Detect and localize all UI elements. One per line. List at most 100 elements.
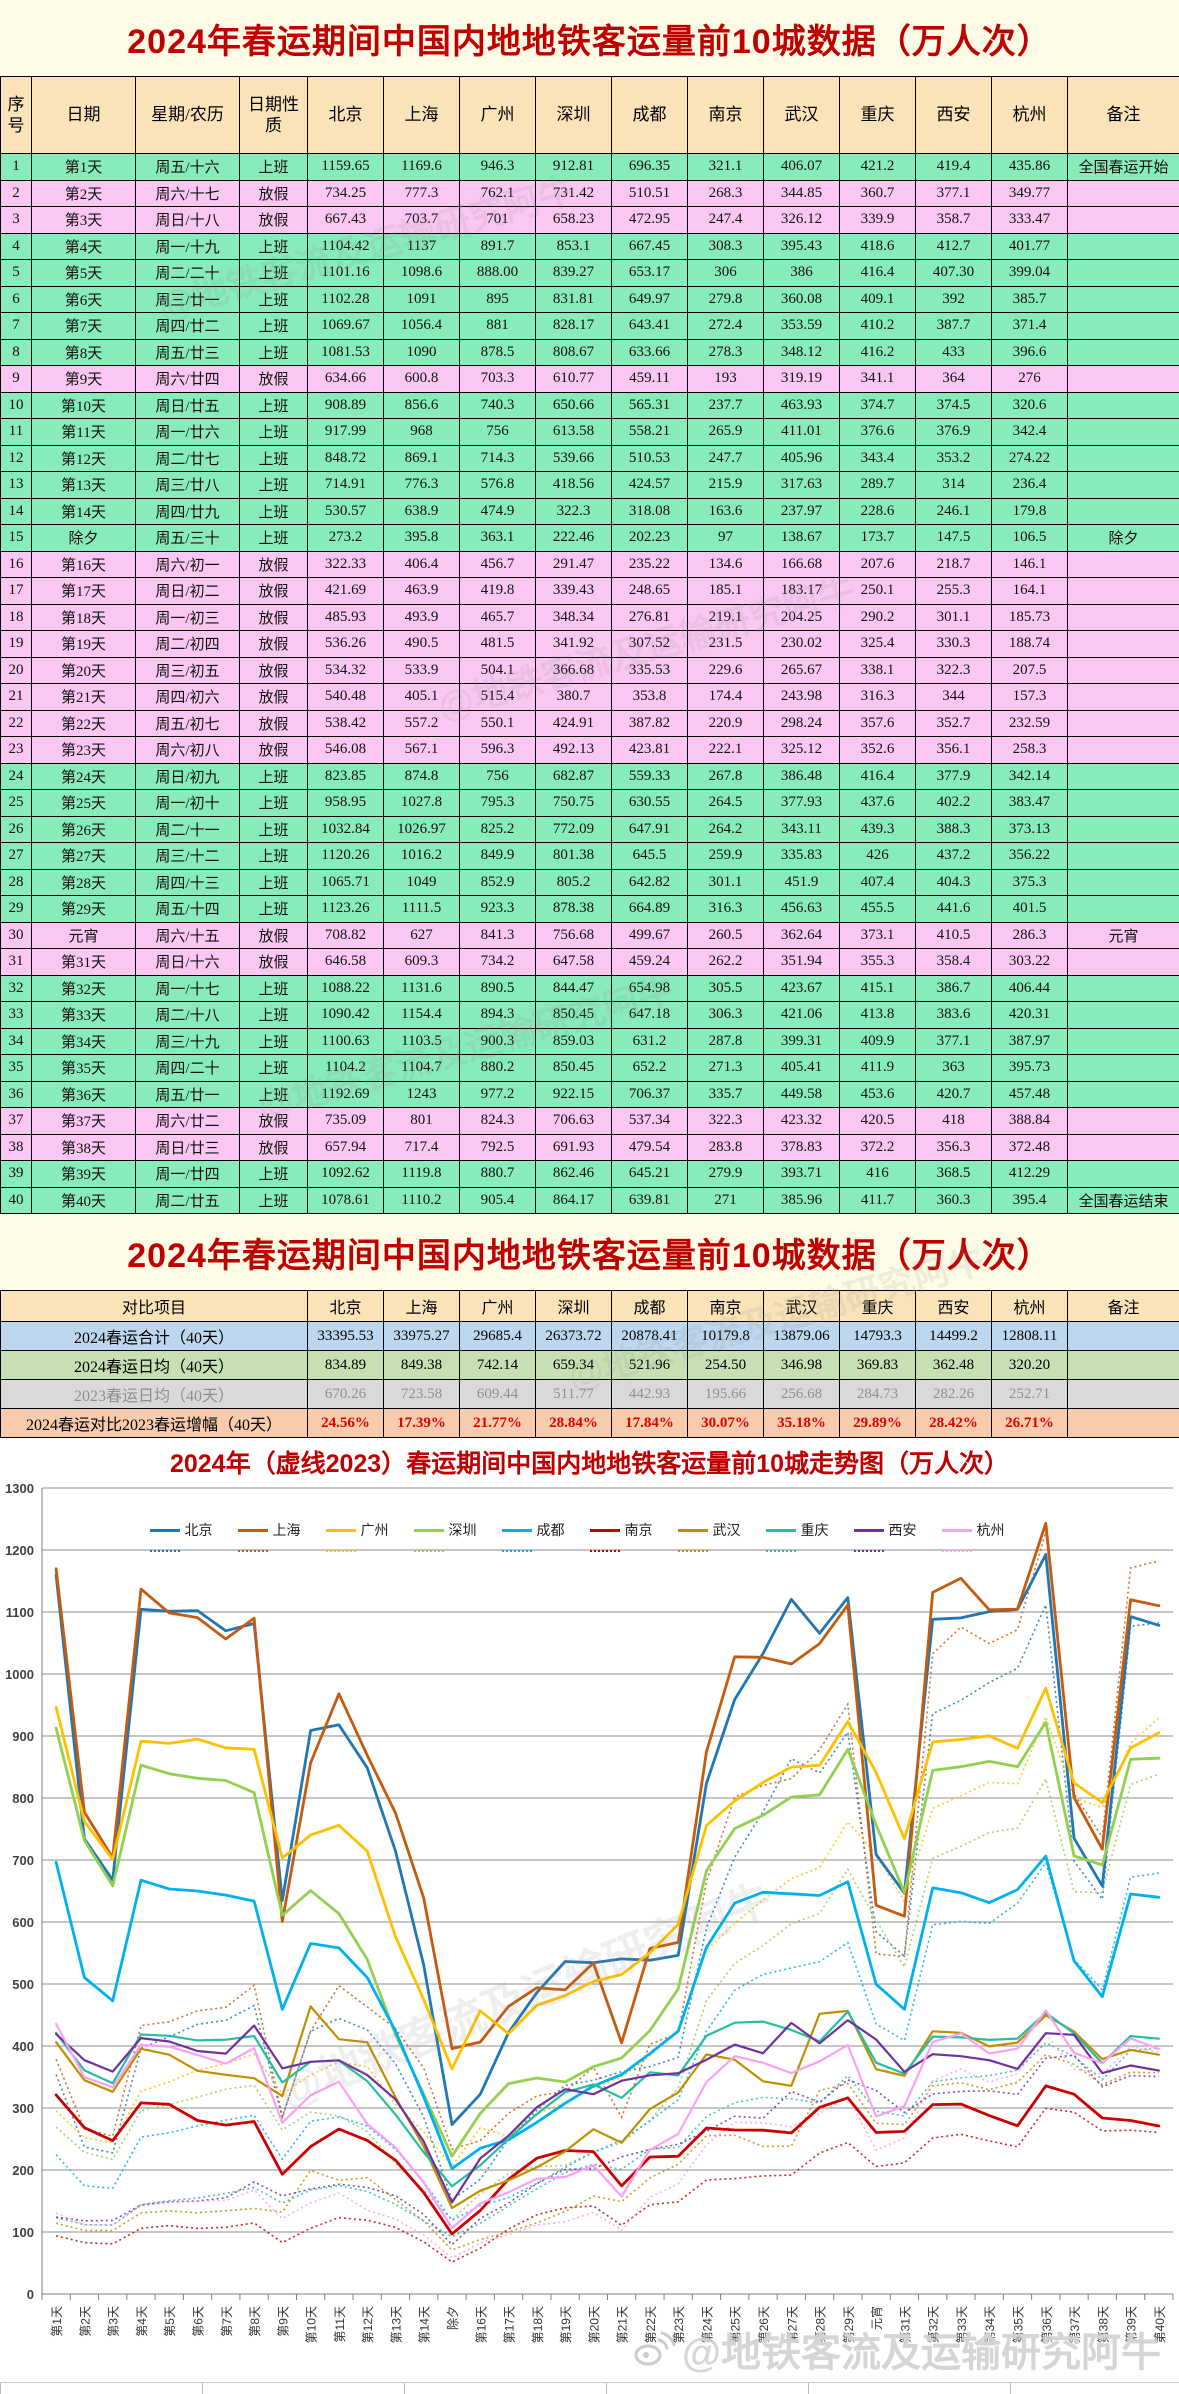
table-cell: 202.23 — [611, 524, 688, 552]
table-cell — [1067, 365, 1179, 393]
table-cell — [1067, 868, 1179, 896]
table-cell: 235.22 — [611, 550, 688, 578]
table-cell: 418.6 — [839, 232, 916, 260]
table-cell: 第13天 — [31, 471, 136, 499]
table-cell: 325.4 — [839, 630, 916, 658]
table-cell: 215.9 — [687, 471, 764, 499]
x-axis-tick-label: 第40天 — [1153, 2306, 1167, 2343]
table-cell — [1067, 789, 1179, 817]
table-cell: 第23天 — [31, 736, 136, 764]
column-header: 广州 — [459, 1290, 536, 1322]
table-cell: 周二/初四 — [135, 630, 240, 658]
table-row: 31 第31天 周日/十六 放假 646.58 609.3 734.2 647.58 459.2… — [0, 948, 1179, 976]
table-cell: 第27天 — [31, 842, 136, 870]
table-cell: 339.9 — [839, 206, 916, 234]
table-cell: 34 — [0, 1027, 32, 1055]
table-row: 5 第5天 周二/二十 上班 1101.16 1098.6 888.00 839.27 653.… — [0, 259, 1179, 287]
table-cell: 485.93 — [307, 603, 384, 631]
table-row: 13 第13天 周三/廿八 上班 714.91 776.3 576.8 418.56 424.5… — [0, 471, 1179, 499]
table-cell: 395.4 — [991, 1186, 1068, 1214]
summary-cell: 26373.72 — [535, 1321, 612, 1351]
table-cell: 上班 — [239, 762, 308, 790]
table-cell: 260.5 — [687, 921, 764, 949]
table-cell: 上班 — [239, 497, 308, 525]
table-cell: 353.8 — [611, 683, 688, 711]
table-cell: 409.1 — [839, 285, 916, 313]
table-cell — [1067, 1054, 1179, 1082]
table-cell: 353.59 — [763, 312, 840, 340]
page-title-2: 2024年春运期间中国内地地铁客运量前10城数据（万人次） — [127, 1236, 1052, 1275]
table-cell: 421.2 — [839, 153, 916, 181]
table-cell: 306 — [687, 259, 764, 287]
table-cell: 850.45 — [535, 1054, 612, 1082]
table-cell: 1032.84 — [307, 815, 384, 843]
table-cell — [1067, 497, 1179, 525]
table-row: 39 第39天 周一/廿四 上班 1092.62 1119.8 880.7 862.46 645… — [0, 1160, 1179, 1188]
table-cell: 900.3 — [459, 1027, 536, 1055]
table-cell: 869.1 — [383, 444, 460, 472]
table-cell: 周日/初二 — [135, 577, 240, 605]
table-cell: 27 — [0, 842, 32, 870]
table-cell: 第39天 — [31, 1160, 136, 1188]
x-axis-tick-label: 元宵 — [869, 2306, 884, 2330]
chart-title: 2024年（虚线2023）春运期间中国内地地铁客运量前10城走势图（万人次） — [169, 1450, 1010, 1478]
table-cell: 247.4 — [687, 206, 764, 234]
table-cell: 248.65 — [611, 577, 688, 605]
table-cell: 416.2 — [839, 338, 916, 366]
table-cell: 377.9 — [915, 762, 992, 790]
column-header: 杭州 — [991, 76, 1068, 154]
table-cell — [1067, 656, 1179, 684]
table-row: 22 第22天 周五/初七 放假 538.42 557.2 550.1 424.91 387.8… — [0, 709, 1179, 737]
column-header: 备注 — [1067, 1290, 1179, 1322]
table-cell — [1067, 709, 1179, 737]
table-cell: 306.3 — [687, 1001, 764, 1029]
table-cell: 481.5 — [459, 630, 536, 658]
column-header: 南京 — [687, 76, 764, 154]
table-cell: 放假 — [239, 683, 308, 711]
y-axis-tick-label: 600 — [12, 1915, 34, 1930]
table-row: 9 第9天 周六/廿四 放假 634.66 600.8 703.3 610.77 459.11 1… — [0, 365, 1179, 393]
column-header: 西安 — [915, 76, 992, 154]
column-header: 日期性质 — [239, 76, 308, 154]
table-cell: 周三/廿八 — [135, 471, 240, 499]
summary-cell: 252.71 — [991, 1379, 1068, 1409]
table-row: 20 第20天 周三/初五 放假 534.32 533.9 504.1 366.68 335.5… — [0, 656, 1179, 684]
table-cell: 633.66 — [611, 338, 688, 366]
table-cell: 419.4 — [915, 153, 992, 181]
table-cell: 642.82 — [611, 868, 688, 896]
table-cell: 343.11 — [763, 815, 840, 843]
x-axis-tick-label: 第12天 — [361, 2306, 375, 2343]
table-cell: 9 — [0, 365, 32, 393]
x-axis-tick-label: 第20天 — [587, 2306, 601, 2343]
table-cell: 173.7 — [839, 524, 916, 552]
table-cell: 335.83 — [763, 842, 840, 870]
x-axis-tick-label: 第2天 — [78, 2306, 92, 2337]
table-cell: 298.24 — [763, 709, 840, 737]
table-cell: 周四/十三 — [135, 868, 240, 896]
summary-cell: 346.98 — [763, 1350, 840, 1380]
table-cell: 946.3 — [459, 153, 536, 181]
table-cell: 343.4 — [839, 444, 916, 472]
column-header: 重庆 — [839, 76, 916, 154]
column-header: 北京 — [307, 76, 384, 154]
x-axis-tick-label: 第37天 — [1068, 2306, 1082, 2343]
table-cell: 360.08 — [763, 285, 840, 313]
y-axis-tick-label: 700 — [12, 1853, 34, 1868]
table-cell: 1123.26 — [307, 895, 384, 923]
table-cell: 188.74 — [991, 630, 1068, 658]
summary-cell: 30.07% — [687, 1408, 764, 1438]
table-cell: 423.67 — [763, 974, 840, 1002]
table-cell: 878.38 — [535, 895, 612, 923]
table-cell: 418 — [915, 1107, 992, 1135]
table-cell: 740.3 — [459, 391, 536, 419]
table-cell: 387.7 — [915, 312, 992, 340]
table-cell: 600.8 — [383, 365, 460, 393]
table-cell: 344 — [915, 683, 992, 711]
table-cell: 222.46 — [535, 524, 612, 552]
table-cell: 289.7 — [839, 471, 916, 499]
table-row: 12 第12天 周二/廿七 上班 848.72 869.1 714.3 539.66 510.5… — [0, 444, 1179, 472]
table-cell: 231.5 — [687, 630, 764, 658]
table-cell: 271.3 — [687, 1054, 764, 1082]
table-row: 29 第29天 周五/十四 上班 1123.26 1111.5 923.3 878.38 664… — [0, 895, 1179, 923]
table-cell: 708.82 — [307, 921, 384, 949]
